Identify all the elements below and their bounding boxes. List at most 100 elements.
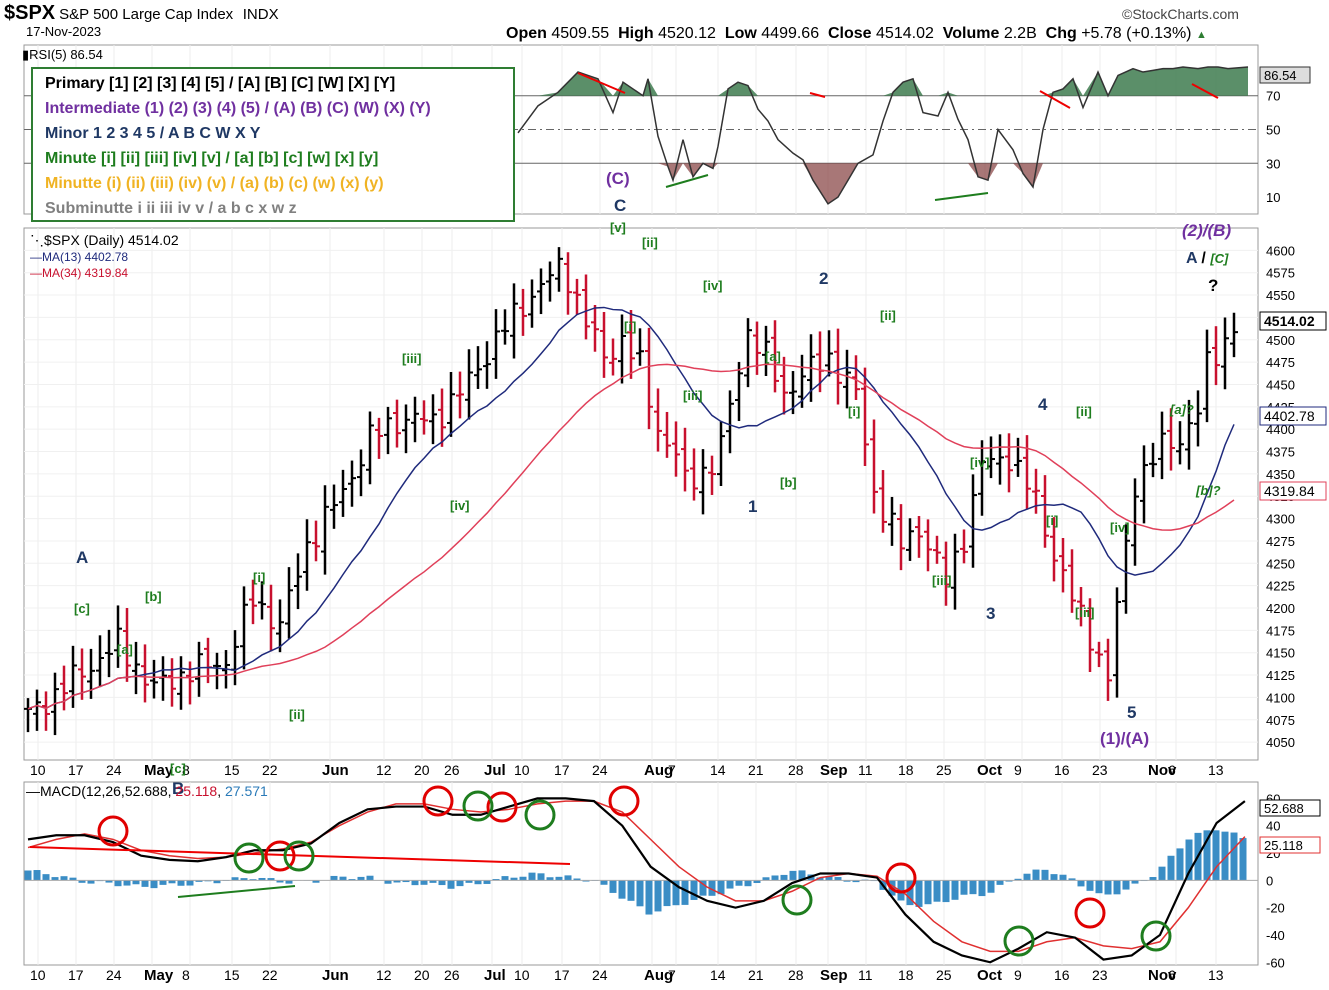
- chg-value: +5.78 (+0.13%): [1081, 25, 1192, 42]
- ohlc-bar: [564, 252, 572, 315]
- chart-date: 17-Nov-2023: [26, 24, 102, 39]
- x-tick-label: 12: [376, 762, 392, 778]
- crossover-circle-red: [264, 840, 296, 872]
- ticker-name: S&P 500 Large Cap Index: [59, 6, 234, 23]
- macd-histogram-bar: [474, 880, 482, 885]
- ohlc-bar: [177, 656, 185, 710]
- x-tick-label: May: [144, 762, 174, 779]
- ohlc-bar: [1122, 524, 1130, 614]
- ohlc-bar: [105, 629, 113, 678]
- macd-histogram-bar: [195, 880, 203, 882]
- wave-label: 3: [986, 604, 995, 623]
- ohlc-bar: [1203, 329, 1211, 423]
- macd-histogram-bar: [1158, 866, 1166, 881]
- ohlc-bar: [393, 399, 401, 448]
- ohlc-bar: [348, 460, 356, 507]
- wave-label: [v]: [610, 220, 626, 235]
- x-tick-label: 22: [262, 967, 278, 983]
- macd-histogram-bar: [555, 876, 563, 881]
- ticker-title: $SPX S&P 500 Large Cap Index INDX: [4, 2, 279, 25]
- x-tick-label: 10: [30, 967, 46, 983]
- macd-histogram-bar: [1203, 830, 1211, 881]
- price-tick-label: 4075: [1266, 713, 1295, 728]
- ohlc-bar: [429, 394, 437, 445]
- ohlc-bar: [924, 519, 932, 572]
- ohlc-bar: [69, 645, 77, 708]
- ohlc-bar: [609, 338, 617, 376]
- macd-histogram-bar: [1077, 880, 1085, 887]
- ohlc-bar: [708, 455, 716, 495]
- macd-histogram-bar: [645, 880, 653, 915]
- macd-histogram-bar: [1167, 855, 1175, 881]
- x-tick-label: 22: [262, 762, 278, 778]
- macd-histogram-bar: [1050, 874, 1058, 881]
- x-tick-label: 15: [224, 967, 240, 983]
- ohlc-bar: [834, 328, 842, 405]
- ohlc-bar: [1104, 638, 1112, 701]
- ma13-last-box: [1259, 406, 1327, 426]
- x-tick-label: 23: [1092, 967, 1108, 983]
- wave-label: C: [614, 196, 626, 215]
- ohlc-bar: [420, 400, 428, 435]
- x-tick-label: 24: [106, 967, 122, 983]
- macd-histogram-bar: [483, 880, 491, 884]
- ohlc-bar: [33, 689, 41, 731]
- rsi-divergence-line: [1039, 90, 1071, 109]
- x-tick-label: Jul: [484, 967, 506, 984]
- macd-histogram-bar: [636, 880, 644, 907]
- macd-histogram-bar: [573, 878, 581, 881]
- ohlc-bar: [762, 325, 770, 376]
- x-tick-label: 17: [68, 967, 84, 983]
- price-tick-label: 4500: [1266, 333, 1295, 348]
- ohlc-bar: [780, 356, 788, 415]
- ohlc-bar: [663, 411, 671, 458]
- macd-histogram-bar: [663, 880, 671, 907]
- x-tick-label: 23: [1092, 762, 1108, 778]
- macd-tick-label: 0: [1266, 873, 1273, 888]
- x-tick-label: 6: [1168, 967, 1176, 983]
- rsi-divergence-line: [934, 192, 989, 201]
- x-tick-label: 28: [788, 762, 804, 778]
- macd-histogram-bar: [366, 875, 374, 881]
- price-tick-label: 4125: [1266, 668, 1295, 683]
- x-tick-label: 24: [106, 762, 122, 778]
- ticker-symbol: $SPX: [4, 2, 56, 24]
- ohlc-bar: [1068, 549, 1076, 613]
- x-tick-label: 8: [182, 762, 190, 778]
- ohlc-readout: Open 4509.55 High 4520.12 Low 4499.66 Cl…: [506, 25, 1207, 43]
- ma34-last-value: 4319.84: [1264, 483, 1315, 499]
- macd-histogram-bar: [654, 880, 662, 912]
- ohlc-bar: [294, 553, 302, 610]
- macd-histogram-bar: [159, 880, 167, 885]
- ohlc-bar: [906, 518, 914, 561]
- macd-histogram-bar: [1059, 874, 1067, 881]
- ohlc-bar: [645, 327, 653, 430]
- macd-histogram-bar: [1221, 831, 1229, 881]
- macd-histogram-bar: [186, 880, 194, 886]
- x-tick-label: 18: [898, 762, 914, 778]
- macd-histogram-bar: [267, 878, 275, 881]
- macd-histogram-bar: [465, 880, 473, 883]
- x-tick-label: 17: [68, 762, 84, 778]
- ohlc-bar: [681, 427, 689, 492]
- x-tick-label: Jun: [322, 967, 349, 984]
- rsi-divergence-line: [665, 174, 709, 188]
- macd-histogram-bar: [744, 880, 752, 887]
- x-tick-label: 16: [1054, 762, 1070, 778]
- macd-histogram-bar: [357, 876, 365, 881]
- macd-histogram-bar: [735, 880, 743, 886]
- volume-label: Volume: [942, 25, 1000, 42]
- ma34-last-box: [1259, 481, 1327, 501]
- macd-histogram-bar: [708, 880, 716, 896]
- ohlc-bar: [96, 635, 104, 688]
- ohlc-bar-icon: ⋱: [30, 232, 44, 248]
- x-tick-label: 7: [668, 967, 676, 983]
- price-tick-label: 4175: [1266, 623, 1295, 638]
- macd-histogram-bar: [402, 880, 410, 883]
- wave-label: [iii]: [1075, 605, 1095, 620]
- ohlc-bar: [384, 406, 392, 455]
- x-tick-label: Nov: [1148, 762, 1177, 779]
- high-value: 4520.12: [658, 25, 716, 42]
- crossover-circle-red: [608, 785, 640, 817]
- ohlc-bar: [1095, 641, 1103, 668]
